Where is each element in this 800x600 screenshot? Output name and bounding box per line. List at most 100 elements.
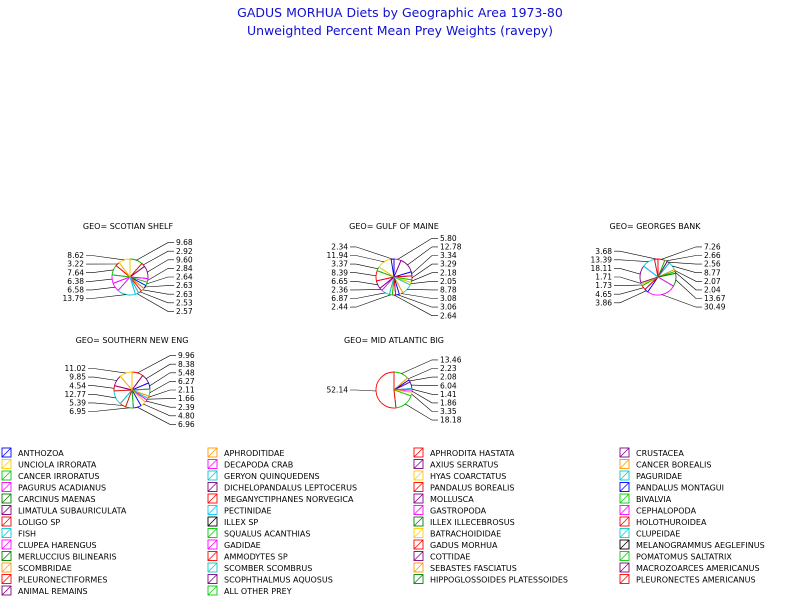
legend-label: MELANOGRAMMUS AEGLEFINUS bbox=[636, 541, 765, 550]
legend-entry: PECTINIDAE bbox=[207, 505, 272, 516]
legend-entry: CANCER BOREALIS bbox=[619, 459, 711, 470]
legend-swatch-hatch bbox=[1, 585, 12, 596]
legend-label: LOLIGO SP bbox=[18, 518, 60, 527]
legend-label: PAGURIDAE bbox=[636, 472, 682, 481]
legend-swatch-hatch bbox=[1, 493, 12, 504]
legend-swatch-hatch bbox=[207, 551, 218, 561]
slice-leader-line bbox=[147, 398, 176, 400]
pie-slice bbox=[647, 276, 675, 296]
slice-value-label: 2.63 bbox=[176, 290, 193, 299]
legend-swatch bbox=[619, 470, 630, 481]
pie-slice bbox=[112, 276, 131, 292]
legend-swatch bbox=[207, 482, 218, 492]
legend-label: PLEURONECTIFORMES bbox=[18, 576, 107, 585]
slice-leader-line bbox=[411, 263, 438, 279]
legend-swatch-hatch bbox=[413, 562, 424, 573]
legend-entry: PAGURUS ACADIANUS bbox=[1, 482, 106, 493]
legend: ANTHOZOA UNCIOLA IRRORATA CANCER IRRORATUS… bbox=[1, 447, 765, 596]
slice-leader-line bbox=[672, 265, 702, 274]
legend-swatch bbox=[413, 574, 424, 584]
slice-value-label: 11.94 bbox=[327, 251, 349, 260]
legend-swatch bbox=[1, 505, 12, 515]
slice-value-label: 6.58 bbox=[67, 286, 84, 295]
legend-entry: GASTROPODA bbox=[413, 505, 487, 516]
legend-swatch bbox=[1, 470, 12, 481]
slice-value-label: 11.02 bbox=[65, 364, 87, 373]
slice-value-label: 6.96 bbox=[178, 420, 195, 429]
legend-label: CANCER BOREALIS bbox=[636, 461, 711, 470]
legend-swatch bbox=[619, 528, 630, 538]
legend-label: PANDALUS MONTAGUI bbox=[636, 484, 724, 493]
legend-entry: GADIDAE bbox=[207, 539, 261, 550]
slice-value-label: 2.66 bbox=[704, 251, 721, 260]
slice-leader-line bbox=[407, 289, 438, 291]
legend-entry: CRUSTACEA bbox=[619, 447, 684, 458]
panel-title: GEO= MID ATLANTIC BIG bbox=[344, 336, 444, 345]
slice-value-label: 8.39 bbox=[331, 268, 348, 277]
slice-leader-line bbox=[350, 389, 377, 392]
legend-swatch-hatch bbox=[619, 516, 630, 527]
slice-value-label: 2.56 bbox=[704, 260, 721, 269]
legend-swatch-hatch bbox=[1, 516, 12, 527]
slice-value-label: 2.64 bbox=[176, 273, 193, 282]
slice-leader-line bbox=[614, 268, 641, 275]
legend-swatch bbox=[413, 505, 424, 515]
legend-swatch-hatch bbox=[207, 539, 218, 550]
legend-swatch-hatch bbox=[207, 516, 218, 527]
slice-value-label: 2.44 bbox=[331, 303, 348, 312]
slice-value-label: 2.08 bbox=[440, 373, 457, 382]
slice-leader-line bbox=[86, 269, 114, 274]
slice-leader-line bbox=[143, 250, 174, 266]
legend-entry: LIMATULA SUBAURICULATA bbox=[1, 505, 127, 516]
legend-entry: UNCIOLA IRRORATA bbox=[1, 459, 97, 470]
slice-leader-line bbox=[665, 255, 702, 262]
slice-leader-line bbox=[661, 246, 702, 260]
legend-entry: PANDALUS MONTAGUI bbox=[619, 482, 724, 493]
slice-leader-line bbox=[142, 289, 174, 295]
slice-leader-line bbox=[86, 286, 116, 291]
slice-leader-line bbox=[411, 255, 438, 275]
slice-value-label: 6.04 bbox=[440, 381, 457, 390]
slice-value-label: 2.63 bbox=[176, 281, 193, 290]
legend-swatch-hatch bbox=[619, 470, 630, 481]
legend-entry: FISH bbox=[1, 528, 36, 539]
slice-leader-line bbox=[675, 279, 702, 299]
slice-leader-line bbox=[145, 363, 176, 380]
slice-value-label: 2.84 bbox=[176, 264, 193, 273]
legend-entry: POMATOMUS SALTATRIX bbox=[619, 551, 732, 562]
slice-leader-line bbox=[143, 403, 176, 417]
legend-swatch-hatch bbox=[413, 470, 424, 481]
slice-leader-line bbox=[147, 268, 174, 281]
slice-value-label: 7.64 bbox=[67, 268, 84, 277]
legend-entry: SCOPHTHALMUS AQUOSUS bbox=[207, 574, 333, 585]
slice-value-label: 2.92 bbox=[176, 247, 193, 256]
legend-swatch bbox=[619, 447, 630, 458]
legend-entry: MEGANYCTIPHANES NORVEGICA bbox=[207, 493, 354, 504]
slice-leader-line bbox=[149, 372, 176, 387]
slice-leader-line bbox=[411, 384, 438, 387]
legend-label: AMMODYTES SP bbox=[224, 553, 288, 562]
pie-slice bbox=[375, 371, 397, 409]
legend-entry: SEBASTES FASCIATUS bbox=[413, 562, 517, 573]
slice-value-label: 8.77 bbox=[704, 268, 721, 277]
slice-leader-line bbox=[88, 376, 117, 381]
legend-entry: APHRODITIDAE bbox=[207, 447, 284, 458]
legend-swatch-hatch bbox=[619, 528, 630, 538]
slice-value-label: 13.79 bbox=[63, 294, 85, 303]
legend-label: APHRODITA HASTATA bbox=[430, 449, 515, 458]
slice-leader-line bbox=[147, 259, 174, 273]
legend-entry: HIPPOGLOSSOIDES PLATESSOIDES bbox=[413, 574, 568, 585]
legend-swatch bbox=[207, 539, 218, 550]
slice-value-label: 30.49 bbox=[704, 303, 726, 312]
legend-swatch-hatch bbox=[207, 574, 218, 584]
legend-swatch bbox=[207, 528, 218, 538]
slice-value-label: 9.85 bbox=[69, 373, 86, 382]
legend-swatch bbox=[413, 562, 424, 573]
slice-value-label: 4.80 bbox=[178, 411, 195, 420]
slice-value-label: 3.34 bbox=[440, 251, 457, 260]
slice-value-label: 1.73 bbox=[595, 281, 612, 290]
slice-value-label: 3.86 bbox=[595, 298, 612, 307]
slice-value-label: 3.68 bbox=[595, 247, 612, 256]
legend-entry: CLUPEIDAE bbox=[619, 528, 680, 539]
legend-swatch bbox=[1, 459, 12, 469]
